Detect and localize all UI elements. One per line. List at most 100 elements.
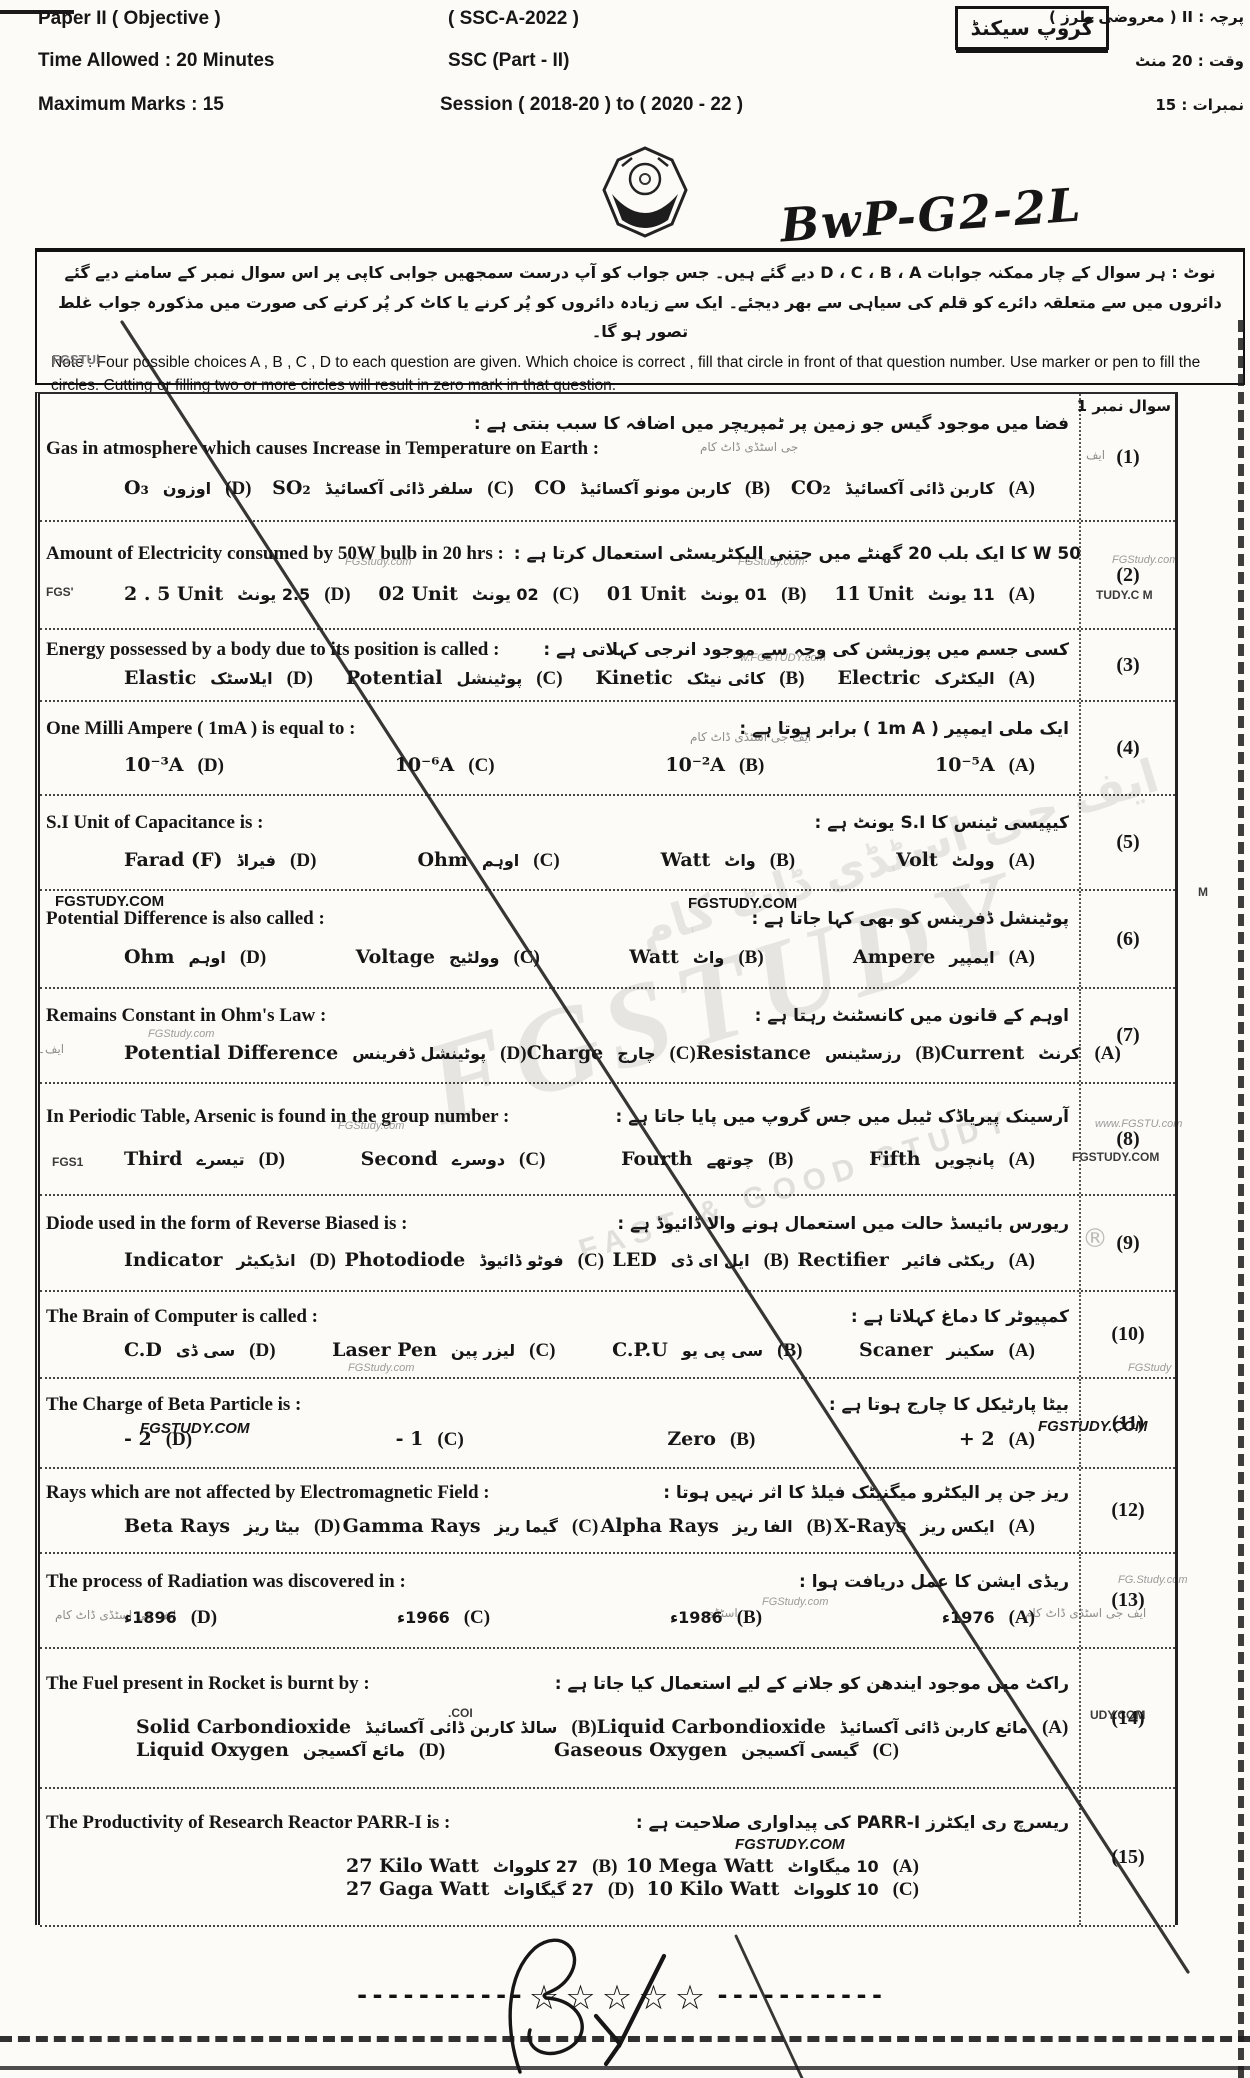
question-text-urdu: پوٹینشل ڈفرینس کو بھی کہا جاتا ہے : — [751, 909, 1069, 930]
options-row: Potential Difference پوٹینشل ڈفرینس (D) Cha… — [46, 1042, 1121, 1065]
question-number-cell: (15) — [1079, 1789, 1175, 1925]
question-text-line: The Productivity of Research Reactor PAR… — [46, 1812, 1069, 1834]
option-letter: (C) — [468, 755, 495, 776]
question-number-cell: (8) — [1079, 1084, 1175, 1194]
option-text-english: 02 Unit — [378, 583, 458, 606]
question-text-english: Gas in atmosphere which causes Increase … — [46, 438, 600, 459]
option-letter: (D) — [190, 1607, 218, 1629]
option-text-urdu: 01 یونٹ — [700, 585, 768, 605]
question-text-line: The Brain of Computer is called : کمپیوٹ… — [46, 1306, 1069, 1328]
options-row: Ohm اوہم (D) Voltage وولٹیج (C) Watt واٹ (B) Ampe… — [46, 946, 1069, 969]
answer-option: 1976ء (A) — [942, 1607, 1035, 1629]
answer-option: Volt وولٹ (A) — [896, 849, 1035, 872]
answer-option: Potential پوٹینشل (C) — [346, 667, 563, 690]
option-text-urdu: 02 یونٹ — [471, 585, 539, 605]
options-row: 1896ء (D) 1966ء (C) 1986ء (B) 1976ء (A) — [46, 1607, 1069, 1629]
watermark-text: FGS' — [46, 585, 74, 599]
question-text-english: Energy possessed by a body due to its po… — [46, 638, 500, 660]
options-area: Potential Difference پوٹینشل ڈفرینس (D) Cha… — [46, 1042, 1121, 1065]
question-row: Potential Difference is also called : پو… — [40, 891, 1175, 989]
option-text-english: Watt — [629, 945, 679, 968]
answer-option: Fourth چوتھے (B) — [621, 1148, 793, 1171]
option-text-urdu: پانچویں — [934, 1150, 995, 1169]
answer-option: Watt واٹ (B) — [661, 849, 795, 872]
question-row: In Periodic Table, Arsenic is found in t… — [40, 1084, 1175, 1196]
option-letter: (C) — [872, 1740, 899, 1762]
option-letter: (B) — [736, 1607, 763, 1629]
answer-option: 27 Kilo Watt 27 کلوواٹ (B) — [346, 1855, 617, 1878]
option-letter: (C) — [487, 478, 514, 499]
right-edge-dashed-rule — [1238, 320, 1244, 2078]
options-area: Third تیسرے (D) Second دوسرے (C) Fourth چوتھے (B… — [46, 1148, 1069, 1171]
question-text-line: S.I Unit of Capacitance is : کیپیسی ٹینس… — [46, 812, 1069, 834]
option-text-english: Kinetic — [595, 667, 673, 690]
options-area: 10⁻³A (D) 10⁻⁶A (C) 10⁻²A (B) 10⁻⁵A (A) — [46, 754, 1069, 777]
answer-option: 2 . 5 Unit 2.5 یونٹ (D) — [124, 583, 351, 606]
option-text-english: CO — [534, 477, 566, 499]
question-text-english: The Productivity of Research Reactor PAR… — [46, 1812, 451, 1833]
watermark-text: M — [1198, 885, 1208, 899]
option-text-english: 10 Mega Watt — [625, 1855, 774, 1877]
option-text-english: Second — [360, 1148, 438, 1170]
question-body: Amount of Electricity consumed by 50W bu… — [40, 522, 1081, 628]
option-text-urdu: سی پی یو — [681, 1341, 764, 1361]
option-letter: (D) — [313, 1516, 341, 1537]
answer-option: 1896ء (D) — [124, 1607, 217, 1629]
option-letter: (B) — [738, 755, 765, 776]
option-text-urdu: الیکٹرک — [934, 669, 995, 689]
left-dashes: ----------- — [354, 1981, 525, 2009]
handwritten-center-code: BwP-G2-2L — [778, 177, 1084, 253]
option-text-urdu: 1896ء — [124, 1608, 177, 1628]
question-text-english: Remains Constant in Ohm's Law : — [46, 1005, 327, 1027]
question-text-line: One Milli Ampere ( 1mA ) is equal to : ا… — [46, 718, 1069, 740]
answer-option: LED ایل ای ڈی (B) — [612, 1249, 789, 1272]
options-area: 27 Kilo Watt 27 کلوواٹ (B) 10 Mega Watt 10 م… — [46, 1855, 1069, 1901]
question-text-line: The Charge of Beta Particle is : بیٹا پا… — [46, 1394, 1069, 1416]
answer-option: Elastic ایلاسٹک (D) — [124, 667, 313, 690]
option-text-english: O₃ — [124, 477, 149, 499]
option-letter: (C) — [669, 1042, 696, 1064]
answer-option: - 1 (C) — [396, 1428, 464, 1451]
question-number: (11) — [1111, 1411, 1145, 1434]
answer-option: O₃ اوزون (D) — [124, 477, 252, 500]
options-row: - 2 (D) - 1 (C) Zero (B) + 2 (A) — [46, 1428, 1069, 1451]
question-row: The Brain of Computer is called : کمپیوٹ… — [40, 1292, 1175, 1379]
question-row: One Milli Ampere ( 1mA ) is equal to : ا… — [40, 702, 1175, 796]
option-text-urdu: کاربن مونو آکسائیڈ — [579, 479, 731, 498]
option-letter: (B) — [768, 1149, 794, 1170]
answer-option: Ampere ایمپیر (A) — [853, 946, 1035, 969]
option-text-urdu: چوتھے — [706, 1150, 755, 1169]
option-letter: (A) — [892, 1856, 919, 1877]
option-text-english: Rectifier — [797, 1249, 889, 1272]
option-letter: (D) — [225, 478, 252, 499]
option-text-english: Zero — [667, 1428, 716, 1451]
paper-title-urdu: پرچہ : II ( معروضی طرز ) — [1049, 8, 1244, 26]
question-number-cell: (2) — [1079, 522, 1175, 628]
options-row: Liquid Oxygen مائع آکسیجن (D) Gaseous Oxyge… — [46, 1739, 1069, 1762]
option-text-urdu: 1966ء — [396, 1608, 450, 1628]
question-body: Remains Constant in Ohm's Law : اوہم کے … — [40, 989, 1121, 1082]
question-text-line: Energy possessed by a body due to its po… — [46, 639, 1069, 661]
option-text-english: Liquid Oxygen — [136, 1739, 289, 1762]
option-letter: (C) — [463, 1607, 491, 1629]
answer-option: Solid Carbondioxide سالڈ کاربن ڈائی آکسائ… — [136, 1716, 597, 1739]
options-row: 27 Gaga Watt 27 گیگاواٹ (D) 10 Kilo Watt 10 … — [46, 1878, 1069, 1901]
paper-code: ( SSC-A-2022 ) — [448, 8, 579, 29]
time-allowed-urdu: وقت : 20 منٹ — [1135, 52, 1244, 70]
answer-option: Charge چارج (C) — [527, 1042, 696, 1065]
option-text-english: - 1 — [395, 1428, 424, 1451]
option-text-urdu: پوٹینشل ڈفرینس — [352, 1043, 487, 1063]
answer-option: Liquid Oxygen مائع آکسیجن (D) — [136, 1739, 445, 1762]
option-text-english: Gamma Rays — [342, 1515, 481, 1537]
answer-option: 10 Kilo Watt 10 کلوواٹ (C) — [647, 1878, 919, 1901]
answer-option: Rectifier ریکٹی فائیر (A) — [797, 1249, 1035, 1272]
maximum-marks: Maximum Marks : 15 — [38, 94, 224, 115]
option-letter: (D) — [607, 1879, 635, 1900]
options-area: Farad (F) فیراڈ (D) Ohm اوہم (C) Watt واٹ (B) Vol… — [46, 849, 1069, 872]
question-text-urdu: کسی جسم میں پوزیشن کی وجہ سے موجود انرجی… — [543, 639, 1069, 660]
answer-option: X-Rays ایکس ریز (A) — [834, 1515, 1035, 1538]
option-text-urdu: ایمپیر — [949, 947, 995, 967]
options-row: Beta Rays بیٹا ریز (D) Gamma Rays گیما ریز (C… — [46, 1515, 1069, 1538]
option-letter: (D) — [165, 1429, 193, 1451]
option-text-urdu: فیراڈ — [236, 850, 277, 870]
